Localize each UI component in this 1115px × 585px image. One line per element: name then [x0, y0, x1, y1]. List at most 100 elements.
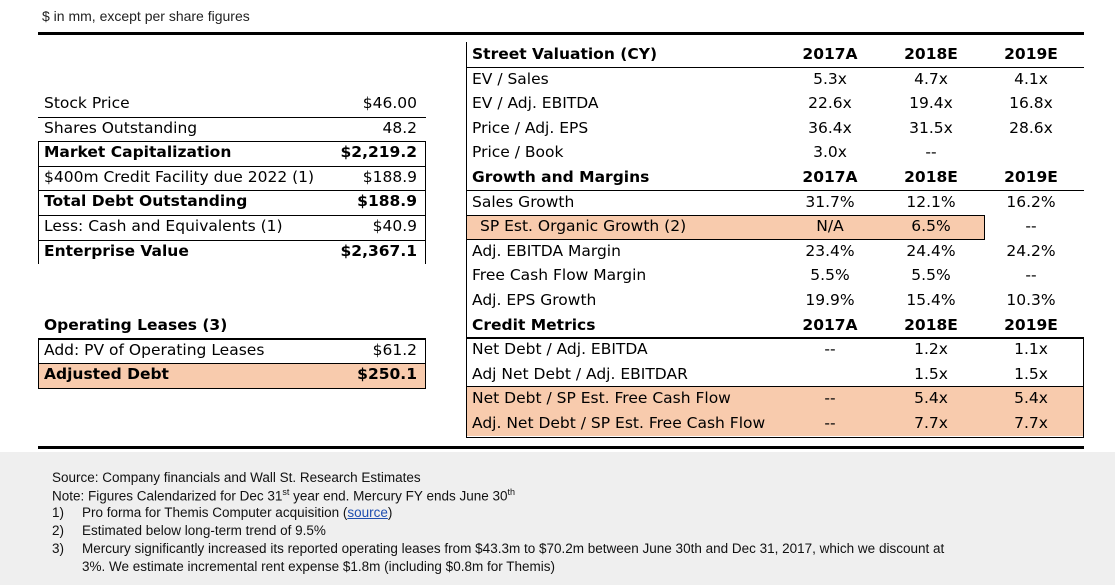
footnote-2: 2) Estimated below long-term trend of 9.5… [52, 523, 326, 538]
lease-row-label: Adjusted Debt [44, 365, 169, 384]
metric-value: 28.6x [1009, 118, 1053, 137]
note-sup-1: st [282, 487, 290, 497]
footnote-1-number: 1) [52, 505, 65, 520]
metric-value: -- [824, 414, 836, 432]
metric-value: -- [1025, 266, 1037, 285]
left-row-label: Total Debt Outstanding [44, 192, 248, 211]
metric-value: 1.5x [1014, 364, 1048, 383]
footnote-3-text: Mercury significantly increased its repo… [82, 541, 945, 556]
left-row-divider [38, 165, 426, 167]
left-row-divider [38, 190, 426, 192]
left-row-label: Shares Outstanding [44, 118, 198, 137]
calendarization-note: Note: Figures Calendarized for Dec 31st … [52, 487, 515, 504]
metric-value: 10.3% [1006, 291, 1056, 309]
metric-value: 19.4x [909, 94, 953, 113]
fcf-divider [466, 386, 1084, 388]
metric-label: EV / Sales [472, 69, 549, 88]
column-header: 2019E [1004, 45, 1058, 63]
footnote-1: 1) Pro forma for Themis Computer acquisit… [52, 505, 392, 520]
left-row-label: Less: Cash and Equivalents (1) [44, 217, 283, 235]
metric-value: 4.1x [1014, 69, 1048, 88]
metric-value: 16.8x [1009, 94, 1053, 113]
left-row-divider [38, 116, 426, 118]
metric-label: Price / Adj. EPS [472, 118, 589, 137]
left-table-border [38, 141, 426, 265]
metric-value: -- [925, 143, 937, 162]
left-row-value: $2,367.1 [340, 241, 418, 260]
source-note: Source: Company financials and Wall St. … [52, 470, 421, 485]
footnote-1-close: ) [387, 505, 393, 520]
metric-label: Free Cash Flow Margin [472, 266, 647, 285]
metric-value: 7.7x [1014, 414, 1048, 432]
metric-value: 24.2% [1006, 241, 1056, 260]
credit-metrics-border [466, 338, 1084, 438]
column-header: 2018E [904, 315, 958, 334]
metric-value: 31.7% [805, 192, 855, 211]
section-header-rule [466, 189, 1084, 191]
section-title: Street Valuation (CY) [472, 45, 658, 63]
metric-label: Net Debt / SP Est. Free Cash Flow [472, 389, 731, 408]
column-header: 2019E [1004, 315, 1058, 334]
section-header-rule [466, 66, 1084, 68]
metric-value: 1.5x [914, 364, 948, 383]
column-header: 2017A [802, 168, 858, 186]
top-rule [38, 32, 1084, 35]
metric-value: 31.5x [909, 118, 953, 137]
metric-value: 36.4x [808, 118, 852, 137]
lease-row-label: Add: PV of Operating Leases [44, 340, 265, 359]
metric-value: 23.4% [805, 241, 855, 260]
footnote-3-continued: 3%. We estimate incremental rent expense… [82, 559, 555, 574]
left-row-value: $188.9 [357, 192, 417, 211]
section-title: Credit Metrics [472, 315, 596, 334]
left-row-label: $400m Credit Facility due 2022 (1) [44, 167, 315, 186]
column-header: 2019E [1004, 168, 1058, 186]
column-header: 2018E [904, 168, 958, 186]
metric-label: Adj. EPS Growth [472, 291, 597, 309]
metric-value: 6.5% [911, 217, 951, 236]
metric-value: 12.1% [906, 192, 956, 211]
metric-value: 16.2% [1006, 192, 1056, 211]
metric-label: Adj Net Debt / Adj. EBITDAR [472, 364, 688, 383]
metric-value: 1.2x [914, 340, 948, 359]
organic-growth-highlight [467, 215, 984, 239]
metric-value: 4.7x [914, 69, 948, 88]
metric-value: 19.9% [805, 291, 855, 309]
column-header: 2018E [904, 45, 958, 63]
metric-value: 5.4x [1014, 389, 1048, 408]
footnote-3: 3) Mercury significantly increased its re… [52, 541, 944, 556]
leases-header-rule [38, 337, 426, 339]
fcf-leverage-highlight [467, 387, 1083, 436]
footnote-2-number: 2) [52, 523, 65, 538]
left-row-value: $2,219.2 [340, 143, 418, 162]
metric-value: 7.7x [914, 414, 948, 432]
footnote-2-text: Estimated below long-term trend of 9.5% [82, 523, 326, 538]
metric-label: SP Est. Organic Growth (2) [480, 217, 687, 236]
source-link[interactable]: source [347, 505, 388, 520]
operating-leases-header: Operating Leases (3) [44, 316, 228, 334]
metric-label: Net Debt / Adj. EBITDA [472, 340, 648, 359]
metric-value: -- [824, 389, 836, 408]
metric-value: 5.3x [813, 69, 847, 88]
left-row-label: Stock Price [44, 94, 130, 112]
metric-label: Price / Book [472, 143, 564, 162]
bottom-rule [38, 446, 1084, 449]
note-text-2: year end. Mercury FY ends June 30 [289, 488, 508, 504]
metric-value: -- [824, 340, 836, 359]
leases-divider [38, 363, 426, 365]
metric-label: Sales Growth [472, 192, 575, 211]
left-row-value: $188.9 [362, 167, 417, 186]
metric-value: 5.5% [911, 266, 951, 285]
adjusted-debt-highlight [39, 364, 425, 388]
left-row-value: $46.00 [362, 94, 417, 112]
section-header-rule [466, 337, 1084, 339]
left-row-label: Enterprise Value [44, 241, 189, 260]
note-text-1: Note: Figures Calendarized for Dec 31 [52, 488, 283, 504]
metric-label: Adj. Net Debt / SP Est. Free Cash Flow [472, 414, 766, 432]
left-row-value: 48.2 [382, 118, 417, 137]
lease-row-value: $61.2 [372, 340, 417, 359]
left-row-divider [38, 215, 426, 216]
metric-value: 1.1x [1014, 340, 1048, 359]
metric-value: 5.4x [914, 389, 948, 408]
metric-label: Adj. EBITDA Margin [472, 241, 621, 260]
